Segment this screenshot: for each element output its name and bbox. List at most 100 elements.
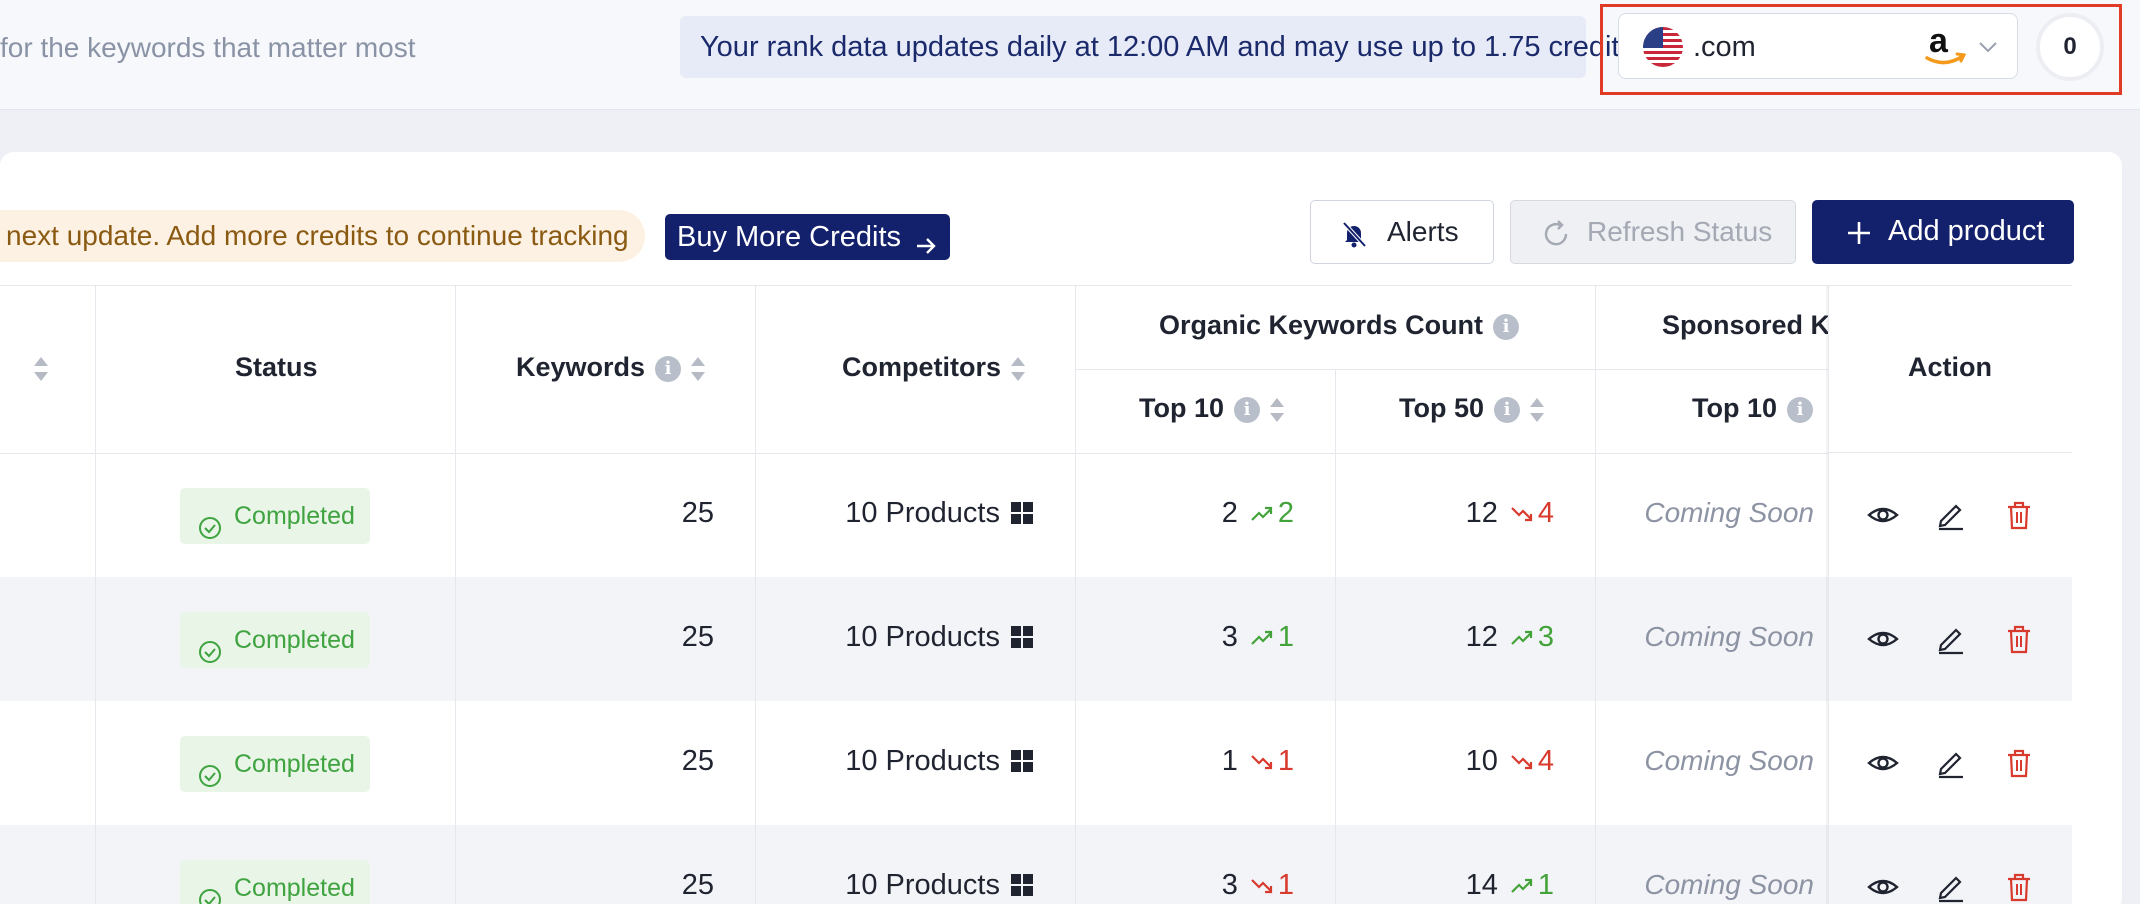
- organic-top10-change: 2: [1277, 497, 1294, 529]
- status-badge: Completed: [180, 736, 370, 792]
- check-circle-icon: [198, 752, 222, 787]
- organic-top50-change: 4: [1537, 745, 1554, 777]
- eye-icon[interactable]: [1867, 499, 1899, 531]
- marketplace-select[interactable]: .com a: [1618, 13, 2018, 79]
- add-product-label: Add product: [1888, 215, 2045, 247]
- eye-icon[interactable]: [1867, 871, 1899, 903]
- competitors-cell[interactable]: 10 Products: [780, 745, 1034, 778]
- header-organic-label: Organic Keywords Count: [1159, 310, 1484, 340]
- info-icon[interactable]: i: [655, 355, 682, 382]
- refresh-status-label: Refresh Status: [1587, 216, 1773, 247]
- competitors-cell[interactable]: 10 Products: [780, 621, 1034, 654]
- sort-icon[interactable]: [1009, 354, 1027, 384]
- header-sponsored-top10: Top 10 i: [1692, 393, 1814, 424]
- refresh-status-button[interactable]: Refresh Status: [1510, 200, 1796, 264]
- sort-icon[interactable]: [24, 352, 50, 384]
- action-header-cell: [1828, 286, 2072, 453]
- svg-text:a: a: [1929, 22, 1949, 60]
- competitors-cell[interactable]: 10 Products: [780, 497, 1034, 530]
- info-icon[interactable]: i: [1494, 396, 1521, 423]
- organic-top50-cell: 14 1: [1360, 869, 1554, 902]
- bell-off-icon: [1339, 219, 1369, 249]
- trash-icon[interactable]: [2003, 747, 2035, 779]
- info-icon[interactable]: i: [1493, 313, 1520, 340]
- sort-icon[interactable]: [1268, 395, 1286, 425]
- header-competitors-label: Competitors: [842, 352, 1002, 382]
- trend-up-icon: [1498, 869, 1538, 901]
- keywords-count: 25: [681, 497, 714, 529]
- status-label: Completed: [234, 502, 355, 530]
- keywords-count: 25: [681, 869, 714, 901]
- header-organic-top10[interactable]: Top 10 i: [1139, 393, 1286, 425]
- info-icon[interactable]: i: [1787, 396, 1814, 423]
- header-competitors[interactable]: Competitors: [842, 352, 1027, 384]
- competitors-cell[interactable]: 10 Products: [780, 869, 1034, 902]
- organic-top50-change: 4: [1537, 497, 1554, 529]
- table-row: Completed 25 10 Products 3 1 12 3 Coming Soon: [0, 577, 2072, 701]
- header-action: Action: [1908, 352, 1992, 382]
- organic-top10-value: 3: [1221, 869, 1238, 901]
- marketplace-label: .com: [1693, 31, 1756, 63]
- column-divider: [1335, 369, 1336, 904]
- action-cell: [1828, 825, 2072, 904]
- column-divider: [95, 286, 96, 904]
- header-status: Status: [235, 352, 318, 382]
- header-keywords[interactable]: Keywords i: [516, 352, 707, 384]
- table-row: Completed 25 10 Products 3 1 14 1 Coming Soon: [0, 825, 2072, 904]
- action-cell: [1828, 453, 2072, 577]
- status-badge: Completed: [180, 488, 370, 544]
- eye-icon[interactable]: [1867, 747, 1899, 779]
- action-cell: [1828, 577, 2072, 701]
- organic-top50-change: 1: [1537, 869, 1554, 901]
- edit-icon[interactable]: [1935, 499, 1967, 531]
- keywords-count: 25: [681, 621, 714, 653]
- highlight-box: [1600, 4, 2122, 95]
- grid-icon: [1011, 874, 1033, 896]
- trend-down-icon: [1498, 745, 1538, 777]
- keywords-count: 25: [681, 745, 714, 777]
- buy-credits-button[interactable]: Buy More Credits: [665, 214, 950, 260]
- row-divider: [1075, 369, 1835, 370]
- trash-icon[interactable]: [2003, 499, 2035, 531]
- trash-icon[interactable]: [2003, 623, 2035, 655]
- check-circle-icon: [198, 504, 222, 539]
- header-organic-top50[interactable]: Top 50 i: [1399, 393, 1546, 425]
- sponsored-top10-value: Coming Soon: [1644, 621, 1814, 652]
- table-row: Completed 25 10 Products 2 2 12 4 Coming Soon: [0, 453, 2072, 577]
- trend-down-icon: [1238, 745, 1278, 777]
- trash-icon[interactable]: [2003, 871, 2035, 903]
- sponsored-top10-value: Coming Soon: [1644, 745, 1814, 776]
- arrow-right-icon: [914, 226, 938, 254]
- organic-top50-cell: 10 4: [1360, 745, 1554, 778]
- organic-top50-value: 12: [1465, 621, 1498, 653]
- trend-up-icon: [1238, 497, 1278, 529]
- sort-icon[interactable]: [1528, 395, 1546, 425]
- products-table: Completed 25 10 Products 2 2 12 4 Coming Soon C…: [0, 285, 2072, 904]
- amazon-icon: a: [1923, 22, 1967, 68]
- edit-icon[interactable]: [1935, 623, 1967, 655]
- plus-icon: [1846, 220, 1872, 246]
- organic-top10-value: 1: [1221, 745, 1238, 777]
- header-top50-label: Top 50: [1399, 393, 1485, 423]
- header-organic-group: Organic Keywords Count i: [1159, 310, 1520, 341]
- sort-icon[interactable]: [689, 354, 707, 384]
- eye-icon[interactable]: [1867, 623, 1899, 655]
- organic-top50-cell: 12 3: [1360, 621, 1554, 654]
- trend-up-icon: [1238, 621, 1278, 653]
- credit-balance[interactable]: 0: [2036, 13, 2104, 81]
- action-column: Action: [1828, 286, 2072, 904]
- grid-icon: [1011, 750, 1033, 772]
- add-product-button[interactable]: Add product: [1812, 200, 2074, 264]
- status-badge: Completed: [180, 860, 370, 904]
- edit-icon[interactable]: [1935, 747, 1967, 779]
- us-flag-icon: [1643, 27, 1683, 67]
- status-label: Completed: [234, 626, 355, 654]
- competitors-label: 10 Products: [845, 497, 1000, 529]
- alerts-button[interactable]: Alerts: [1310, 200, 1494, 264]
- info-icon[interactable]: i: [1234, 396, 1261, 423]
- edit-icon[interactable]: [1935, 871, 1967, 903]
